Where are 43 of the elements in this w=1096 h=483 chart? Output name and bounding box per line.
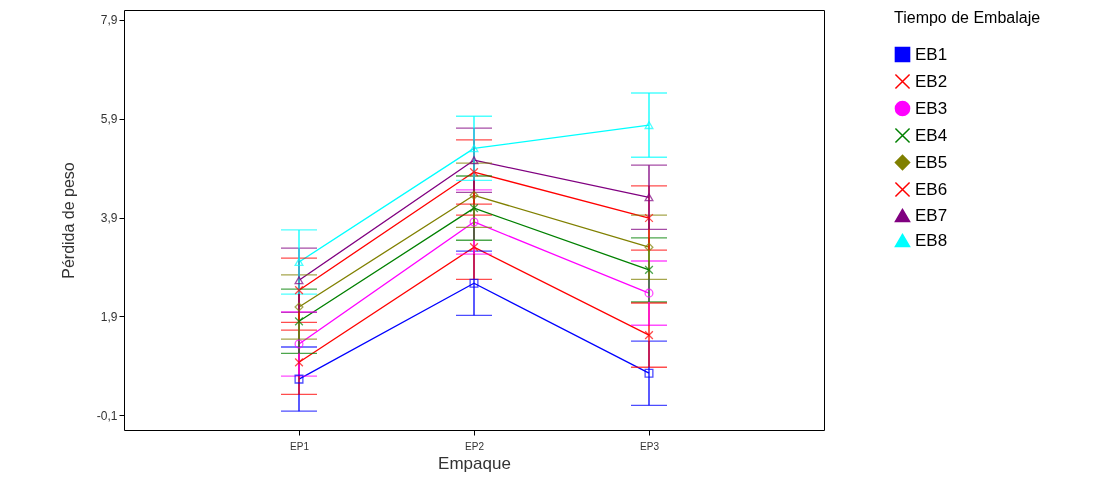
point (469, 167, 479, 177)
point (469, 278, 479, 288)
point (644, 330, 654, 340)
legend-label: EB7 (915, 205, 948, 225)
legend-title: Tiempo de Embalaje (894, 9, 1041, 26)
point (469, 203, 479, 213)
legend-label: EB1 (915, 44, 948, 64)
point (294, 285, 304, 295)
point (469, 242, 479, 252)
point (294, 316, 304, 326)
point (644, 193, 654, 202)
y-axis-title: Pérdida de peso (59, 162, 77, 279)
legend-label: EB5 (915, 152, 948, 172)
point (469, 156, 479, 165)
y-tick-label: 1,9 (100, 309, 118, 324)
point (644, 368, 654, 378)
point (294, 374, 304, 384)
point (294, 276, 304, 285)
point (644, 288, 654, 298)
legend-label: EB3 (915, 98, 948, 118)
y-tick-label: 5,9 (100, 112, 118, 127)
point (644, 121, 654, 130)
point (294, 357, 304, 367)
y-tick-label: -0,1 (96, 408, 118, 423)
x-tick-label: EP1 (290, 440, 310, 452)
point (294, 302, 304, 312)
point (294, 258, 304, 266)
legend-label: EB6 (915, 179, 948, 199)
y-tick-label: 3,9 (100, 211, 118, 226)
point (469, 190, 479, 200)
point (644, 242, 654, 252)
point (469, 144, 479, 153)
y-tick-label: 7,9 (100, 13, 118, 28)
x-axis-title: Empaque (438, 453, 511, 473)
legend-label: EB2 (915, 71, 948, 91)
point (294, 339, 304, 349)
point (469, 217, 479, 227)
x-tick-label: EP3 (640, 440, 660, 452)
x-tick-label: EP2 (465, 440, 485, 452)
legend-label: EB8 (915, 230, 948, 250)
legend-label: EB4 (915, 125, 948, 145)
point (644, 265, 654, 275)
point (644, 213, 654, 223)
